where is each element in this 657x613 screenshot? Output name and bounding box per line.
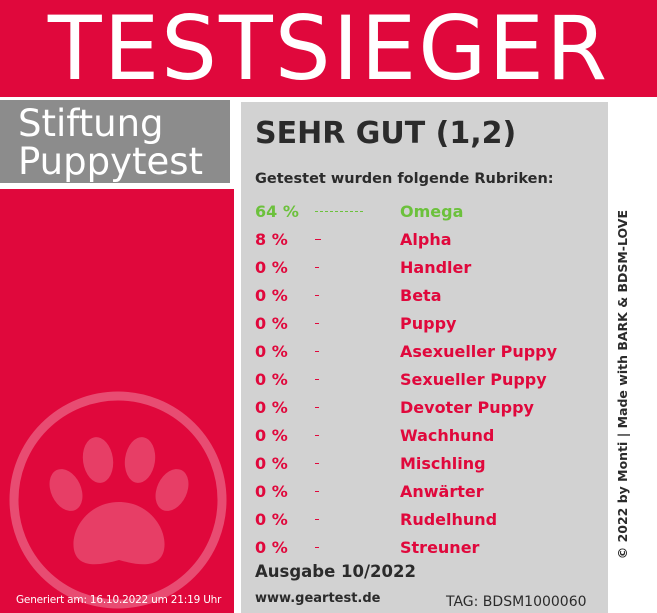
organization-name-line1: Stiftung bbox=[18, 102, 164, 145]
category-percent: 0 % bbox=[255, 258, 288, 277]
category-percent: 0 % bbox=[255, 454, 288, 473]
paw-print-icon bbox=[9, 391, 227, 609]
category-row: 8 % Alpha bbox=[255, 226, 605, 254]
category-bar bbox=[315, 239, 321, 240]
category-bar bbox=[315, 351, 319, 352]
category-row: 0 % Handler bbox=[255, 254, 605, 282]
category-name: Streuner bbox=[400, 538, 480, 557]
category-bar bbox=[315, 547, 319, 548]
category-bar bbox=[315, 379, 319, 380]
category-row: 0 % Asexueller Puppy bbox=[255, 338, 605, 366]
category-row: 0 % Mischling bbox=[255, 450, 605, 478]
category-percent: 0 % bbox=[255, 538, 288, 557]
category-name: Devoter Puppy bbox=[400, 398, 534, 417]
testsieger-banner: TESTSIEGER bbox=[0, 0, 657, 97]
category-bar bbox=[315, 519, 319, 520]
category-name: Sexueller Puppy bbox=[400, 370, 547, 389]
left-panel: Stiftung Puppytest bbox=[0, 100, 234, 613]
category-bar bbox=[315, 267, 319, 268]
category-bar bbox=[315, 463, 319, 464]
issue-label: Ausgabe 10/2022 bbox=[255, 562, 416, 581]
generated-timestamp: Generiert am: 16.10.2022 um 21:19 Uhr bbox=[16, 594, 222, 606]
categories-subheading: Getestet wurden folgende Rubriken: bbox=[255, 171, 554, 187]
category-row: 0 % Anwärter bbox=[255, 478, 605, 506]
category-name: Wachhund bbox=[400, 426, 495, 445]
category-percent: 0 % bbox=[255, 286, 288, 305]
category-percent: 0 % bbox=[255, 482, 288, 501]
category-bar bbox=[315, 323, 319, 324]
category-row: 0 % Sexueller Puppy bbox=[255, 366, 605, 394]
copyright-credit: © 2022 by Monti | Made with BARK & BDSM-… bbox=[615, 210, 630, 560]
category-name: Puppy bbox=[400, 314, 457, 333]
category-bar bbox=[315, 407, 319, 408]
category-row: 0 % Streuner bbox=[255, 534, 605, 562]
category-percent: 0 % bbox=[255, 426, 288, 445]
category-name: Omega bbox=[400, 202, 464, 221]
category-name: Alpha bbox=[400, 230, 452, 249]
category-row: 0 % Rudelhund bbox=[255, 506, 605, 534]
category-name: Beta bbox=[400, 286, 442, 305]
category-percent: 0 % bbox=[255, 370, 288, 389]
category-row: 0 % Wachhund bbox=[255, 422, 605, 450]
category-bar bbox=[315, 435, 319, 436]
category-percent: 8 % bbox=[255, 230, 288, 249]
category-row: 0 % Puppy bbox=[255, 310, 605, 338]
category-row: 64 % Omega bbox=[255, 198, 605, 226]
category-bar bbox=[315, 491, 319, 492]
results-panel: SEHR GUT (1,2) Getestet wurden folgende … bbox=[241, 102, 608, 613]
organization-name-line2: Puppytest bbox=[18, 140, 204, 183]
category-name: Handler bbox=[400, 258, 472, 277]
website-link[interactable]: www.geartest.de bbox=[255, 591, 381, 606]
tag-id: TAG: BDSM1000060 bbox=[446, 594, 587, 610]
category-percent: 64 % bbox=[255, 202, 299, 221]
category-name: Rudelhund bbox=[400, 510, 498, 529]
category-percent: 0 % bbox=[255, 398, 288, 417]
banner-title: TESTSIEGER bbox=[47, 0, 610, 100]
category-row: 0 % Beta bbox=[255, 282, 605, 310]
category-bar bbox=[315, 295, 319, 296]
category-bar bbox=[315, 211, 363, 212]
category-name: Anwärter bbox=[400, 482, 484, 501]
credit-container: © 2022 by Monti | Made with BARK & BDSM-… bbox=[612, 210, 634, 610]
category-percent: 0 % bbox=[255, 510, 288, 529]
category-percent: 0 % bbox=[255, 314, 288, 333]
category-percent: 0 % bbox=[255, 342, 288, 361]
category-row: 0 % Devoter Puppy bbox=[255, 394, 605, 422]
rating-title: SEHR GUT (1,2) bbox=[255, 116, 517, 151]
organization-box: Stiftung Puppytest bbox=[0, 100, 234, 189]
category-name: Asexueller Puppy bbox=[400, 342, 558, 361]
category-name: Mischling bbox=[400, 454, 486, 473]
